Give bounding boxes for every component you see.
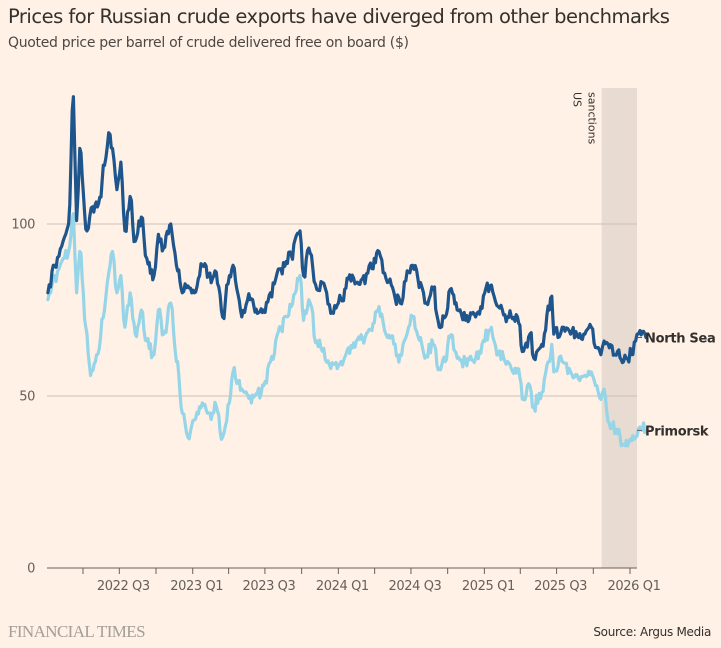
sanctions-label-line2: sanctions <box>586 92 599 145</box>
sanctions-band-layer: US sanctions <box>571 88 637 568</box>
chart-title: Prices for Russian crude exports have di… <box>8 5 670 28</box>
y-tick-label: 100 <box>11 218 35 233</box>
y-tick-label: 0 <box>27 562 35 577</box>
series-label-north-sea: North Sea <box>645 332 715 347</box>
series-labels: Primorsk North Sea <box>637 332 716 439</box>
sanctions-label-line1: US <box>571 92 584 107</box>
x-tick-label: 2024 Q3 <box>388 579 441 594</box>
x-tick-label: 2025 Q3 <box>534 579 587 594</box>
series-line-north-sea <box>46 95 648 365</box>
x-axis: 2022 Q3 2023 Q1 2023 Q3 2024 Q1 2024 Q3 2025 … <box>82 568 661 594</box>
source-note: Source: Argus Media <box>593 625 711 639</box>
x-tick-label: 2026 Q1 <box>608 579 661 594</box>
x-tick-label: 2022 Q3 <box>97 579 150 594</box>
series-lines <box>46 95 648 448</box>
y-tick-label: 50 <box>19 390 35 405</box>
x-tick-label: 2023 Q3 <box>242 579 295 594</box>
x-tick-label: 2024 Q1 <box>316 579 369 594</box>
series-line-primorsk <box>46 212 648 448</box>
ft-logo: FINANCIAL TIMES <box>8 622 146 641</box>
x-tick-label: 2025 Q1 <box>462 579 515 594</box>
x-tick-label: 2023 Q1 <box>170 579 223 594</box>
gridlines: 0 50 100 <box>11 218 637 577</box>
series-label-primorsk: Primorsk <box>645 424 709 439</box>
sanctions-band <box>601 88 637 568</box>
chart-subtitle: Quoted price per barrel of crude deliver… <box>8 35 409 51</box>
